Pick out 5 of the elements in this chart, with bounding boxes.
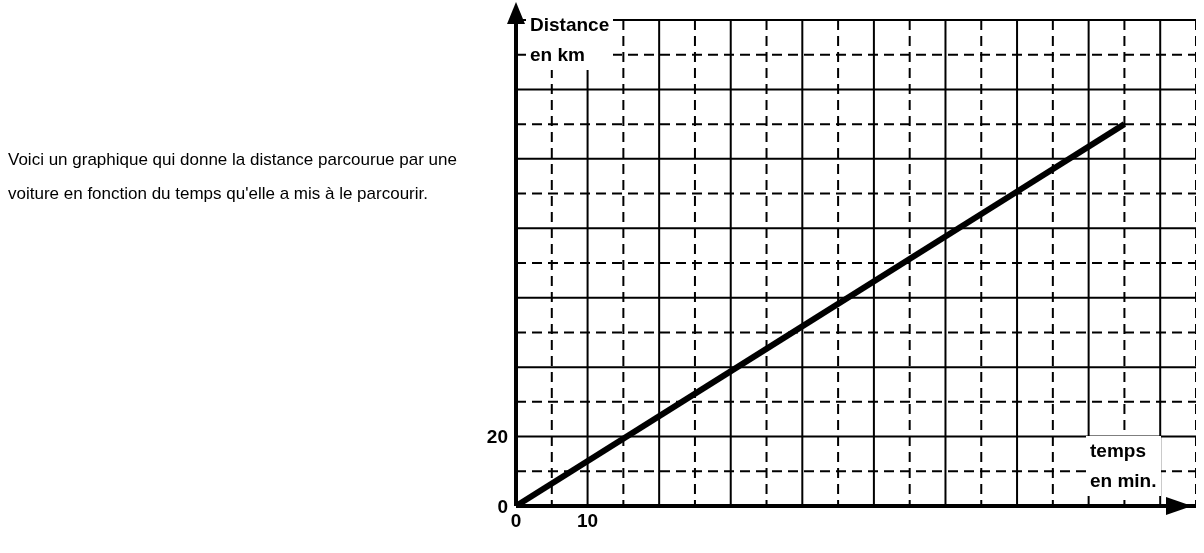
x-axis-title: temps en min.: [1090, 439, 1157, 493]
y-axis-title: Distance en km: [530, 13, 610, 67]
y-tick-label: 20: [486, 426, 508, 448]
text: Voici un graphique qui donne la distance parcourue par une voiture en fonction du temps qu'elle a mis à le parcourir.: [8, 149, 458, 205]
x-tick-label: 10: [577, 510, 599, 532]
